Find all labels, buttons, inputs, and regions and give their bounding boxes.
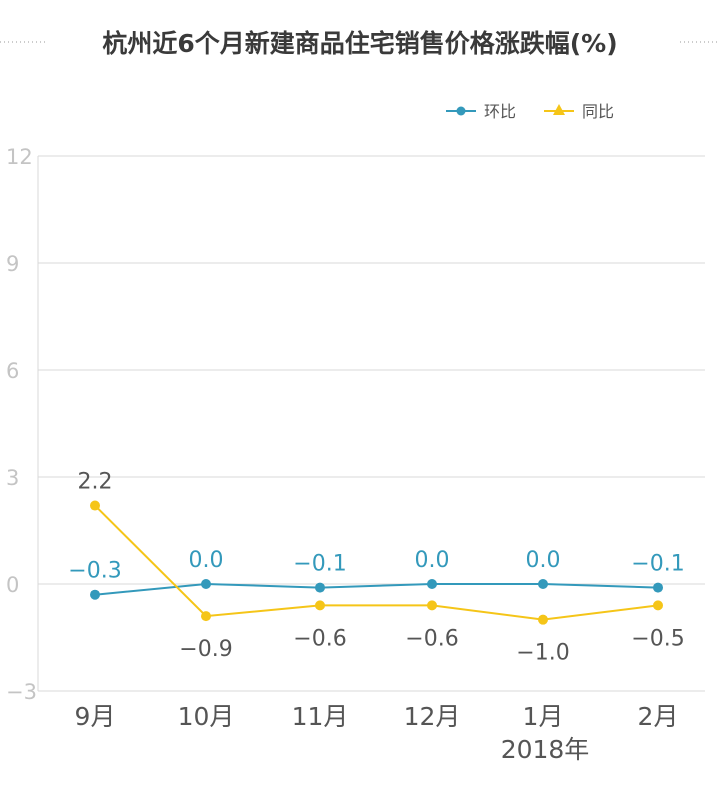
legend-marker-mom (456, 106, 466, 116)
data-label: 0.0 (189, 548, 224, 573)
data-point (653, 582, 663, 593)
x-tick-label: 2月 (638, 702, 679, 731)
legend-marker-yoy (553, 104, 565, 115)
data-point (201, 611, 211, 622)
y-tick-label: 0 (6, 573, 19, 597)
data-point (315, 582, 325, 593)
data-label: −1.0 (516, 641, 569, 666)
x-tick-label: 12月 (404, 702, 461, 731)
x-year-label: 2018年 (501, 735, 590, 764)
data-label: 0.0 (415, 548, 450, 573)
legend-label-mom: 环比 (484, 102, 516, 121)
y-tick-label: 3 (6, 466, 19, 490)
x-axis: 9月 10月 11月 12月 1月 2月 2018年 (75, 702, 679, 764)
data-point (427, 600, 437, 611)
data-label: −0.6 (293, 626, 346, 651)
legend-label-yoy: 同比 (582, 102, 614, 121)
data-label: −0.9 (179, 637, 232, 662)
data-label: 2.2 (78, 470, 113, 495)
series-mom: −0.3 0.0 −0.1 0.0 0.0 −0.1 (68, 548, 685, 600)
series-line-mom (94, 582, 659, 596)
series-line-yoy (94, 504, 659, 621)
data-point (90, 589, 100, 600)
data-point (90, 500, 100, 511)
data-label: −0.1 (631, 552, 684, 577)
data-point (653, 600, 663, 611)
data-label: −0.3 (68, 559, 121, 584)
data-label: −0.5 (631, 626, 684, 651)
series-yoy: 2.2 −0.9 −0.6 −0.6 −1.0 −0.5 (78, 470, 685, 666)
y-axis: 12 9 6 3 0 −3 (6, 145, 705, 704)
data-label: −0.6 (405, 626, 458, 651)
y-tick-label: 12 (6, 145, 33, 169)
y-tick-label: 9 (6, 252, 19, 276)
chart-title: 杭州近6个月新建商品住宅销售价格涨跌幅(%) (102, 29, 617, 58)
data-label: 0.0 (526, 548, 561, 573)
y-tick-label: −3 (6, 680, 37, 704)
data-point (201, 579, 211, 589)
data-point (538, 579, 548, 589)
x-tick-label: 10月 (178, 702, 235, 731)
data-label: −0.1 (293, 552, 346, 577)
data-point (315, 600, 325, 611)
legend: 环比 同比 (446, 102, 614, 121)
y-tick-label: 6 (6, 359, 19, 383)
data-point (427, 579, 437, 589)
data-point (538, 614, 548, 625)
x-tick-label: 11月 (292, 702, 349, 731)
x-tick-label: 1月 (523, 702, 564, 731)
x-tick-label: 9月 (75, 702, 116, 731)
